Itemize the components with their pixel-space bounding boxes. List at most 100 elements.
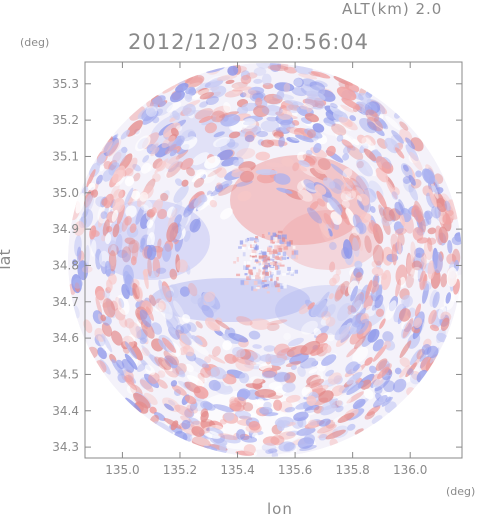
radar-cell [440, 317, 450, 332]
radar-cell [121, 216, 129, 232]
radar-cell [146, 219, 154, 229]
radar-cell [181, 179, 189, 187]
radar-cell [157, 370, 166, 378]
radar-cell [303, 433, 316, 445]
radar-cell [190, 420, 211, 434]
radar-cell [305, 90, 326, 101]
radar-cell [135, 135, 151, 152]
radar-cell [141, 107, 156, 122]
radar-cell [370, 378, 380, 388]
radar-cell [239, 372, 250, 384]
radar-cell [112, 165, 126, 184]
radar-cell [306, 395, 317, 406]
radar-cell [335, 268, 342, 276]
radar-cell [307, 129, 316, 139]
radar-cell [341, 381, 359, 394]
radar-cell [143, 269, 149, 290]
radar-cell [124, 318, 135, 329]
radar-cell [92, 310, 104, 325]
radar-cell [316, 369, 324, 379]
radar-cell [336, 86, 357, 101]
radar-cell [342, 153, 350, 161]
center-noise [262, 251, 267, 256]
radar-cell [162, 85, 177, 94]
y-tick-label: 35.3 [52, 77, 79, 91]
radar-cell [198, 115, 213, 123]
radar-cell [180, 334, 192, 346]
radar-cell [117, 249, 128, 259]
center-noise [255, 238, 260, 243]
radar-cell [410, 266, 423, 280]
radar-cell [179, 339, 191, 350]
radar-cell [327, 372, 342, 385]
radar-cell [234, 410, 252, 419]
radar-cell [391, 244, 397, 266]
radar-cell [100, 314, 107, 322]
radar-cell [163, 417, 182, 429]
radar-cell [236, 316, 253, 326]
center-noise [293, 250, 299, 256]
center-noise [279, 256, 283, 261]
radar-cell [239, 170, 255, 183]
radar-cell [403, 369, 416, 385]
radar-cell [271, 451, 279, 457]
radar-cell [396, 238, 402, 255]
radar-cell [121, 146, 128, 154]
radar-cell [307, 302, 315, 310]
radar-cell [132, 172, 141, 182]
radar-cell [295, 134, 314, 143]
radar-cell [358, 238, 363, 252]
radar-cell [299, 444, 317, 452]
radar-cell [354, 307, 366, 326]
radar-cell [232, 86, 252, 92]
radar-cell [266, 319, 288, 326]
radar-cell [288, 337, 304, 347]
radar-cell [133, 392, 151, 409]
radar-cell [284, 406, 296, 413]
radar-cell [273, 343, 290, 356]
center-noise [248, 274, 251, 279]
center-noise [253, 280, 258, 285]
radar-cell [326, 333, 335, 342]
radar-cell [426, 192, 435, 209]
radar-cell [118, 316, 128, 328]
radar-cell [355, 175, 369, 191]
center-noise [267, 260, 273, 264]
radar-cell [304, 128, 323, 139]
radar-cell [253, 67, 267, 76]
center-noise [282, 283, 287, 289]
radar-cell [423, 168, 436, 185]
radar-cell [330, 102, 338, 109]
center-noise [286, 271, 289, 274]
radar-cell [283, 82, 291, 93]
radar-cell [436, 197, 448, 213]
radar-cell [108, 142, 120, 157]
radar-cell [216, 149, 234, 161]
radar-cell [145, 105, 158, 117]
radar-cell [124, 187, 134, 206]
center-noise [242, 244, 247, 247]
center-noise [258, 262, 262, 266]
center-noise [290, 272, 294, 277]
radar-cell [367, 328, 380, 343]
center-noise [263, 267, 266, 273]
radar-cell [184, 92, 193, 102]
radar-cell [399, 365, 410, 378]
x-tick-label: 135.6 [278, 463, 312, 477]
center-noise [244, 280, 249, 285]
radar-cell [163, 350, 180, 366]
radar-cell [218, 180, 233, 190]
center-noise [258, 255, 264, 259]
radar-cell [203, 291, 216, 303]
radar-cell [157, 208, 168, 220]
radar-cell [135, 130, 141, 136]
radar-cell [372, 273, 379, 295]
radar-cell [222, 340, 232, 351]
radar-cell [340, 104, 354, 113]
radar-cell [355, 271, 363, 282]
radar-cell [307, 207, 322, 224]
center-noise [265, 272, 270, 276]
radar-cell [86, 195, 95, 213]
radar-cell [406, 368, 414, 376]
radar-cell [444, 200, 451, 212]
